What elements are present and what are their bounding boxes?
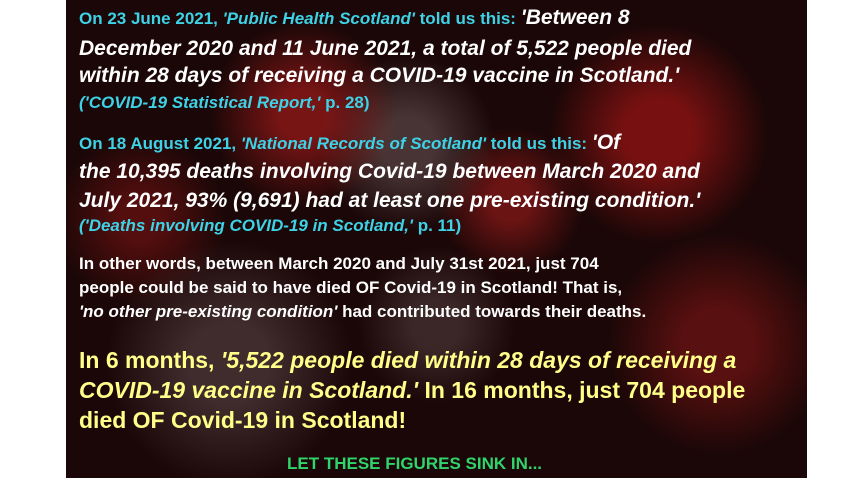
block3-line1: In other words, between March 2020 and J… bbox=[79, 254, 599, 273]
block1-quote-start: 'Between 8 bbox=[520, 6, 630, 29]
block2-citation-title: ('Deaths involving COVID-19 in Scotland,… bbox=[79, 216, 413, 235]
block2-quote-line2: the 10,395 deaths involving Covid-19 bet… bbox=[79, 160, 700, 183]
footer-text: LET THESE FIGURES SINK IN... bbox=[287, 454, 543, 473]
block2-citation: ('Deaths involving COVID-19 in Scotland,… bbox=[79, 216, 461, 236]
block1-date: On 23 June 2021, bbox=[79, 9, 223, 28]
block4-quote-end: COVID-19 vaccine in Scotland.' bbox=[79, 377, 419, 403]
block1-quote-line2: December 2020 and 11 June 2021, a total … bbox=[79, 37, 692, 60]
block4-line2-rest: In 16 months, just 704 people bbox=[418, 377, 746, 403]
block2-told-us: told us this: bbox=[486, 134, 592, 153]
block2-quote-line3: July 2021, 93% (9,691) had at least one … bbox=[79, 189, 701, 212]
block3-line3-rest: had contributed towards their deaths. bbox=[337, 302, 647, 321]
block1-line1: On 23 June 2021, 'Public Health Scotland… bbox=[79, 6, 630, 30]
block1-told-us: told us this: bbox=[414, 9, 521, 28]
block4-line2: COVID-19 vaccine in Scotland.' In 16 mon… bbox=[79, 377, 745, 404]
block2-line1: On 18 August 2021, 'National Records of … bbox=[79, 131, 620, 155]
block2-quote-start: 'Of bbox=[591, 131, 621, 154]
block3-line3: 'no other pre-existing condition' had co… bbox=[79, 302, 646, 322]
block1-citation-title: ('COVID-19 Statistical Report,' bbox=[79, 93, 321, 112]
block4-quote-start: '5,522 people died within 28 days of rec… bbox=[220, 347, 737, 373]
block4-intro: In 6 months, bbox=[79, 347, 221, 373]
coronavirus-background bbox=[66, 0, 807, 478]
block1-quote-line3: within 28 days of receiving a COVID-19 v… bbox=[79, 64, 680, 87]
block3-line2: people could be said to have died OF Cov… bbox=[79, 278, 623, 297]
block2-date: On 18 August 2021, bbox=[79, 134, 241, 153]
block1-citation: ('COVID-19 Statistical Report,' p. 28) bbox=[79, 93, 370, 113]
block3-quote: 'no other pre-existing condition' bbox=[79, 302, 338, 321]
block4-line3: died OF Covid-19 in Scotland! bbox=[79, 407, 407, 433]
block1-source-name: 'Public Health Scotland' bbox=[222, 9, 415, 28]
block2-citation-page: p. 11) bbox=[412, 216, 462, 235]
block1-citation-page: p. 28) bbox=[320, 93, 370, 112]
block2-source-name: 'National Records of Scotland' bbox=[240, 134, 487, 153]
block4-line1: In 6 months, '5,522 people died within 2… bbox=[79, 347, 736, 374]
